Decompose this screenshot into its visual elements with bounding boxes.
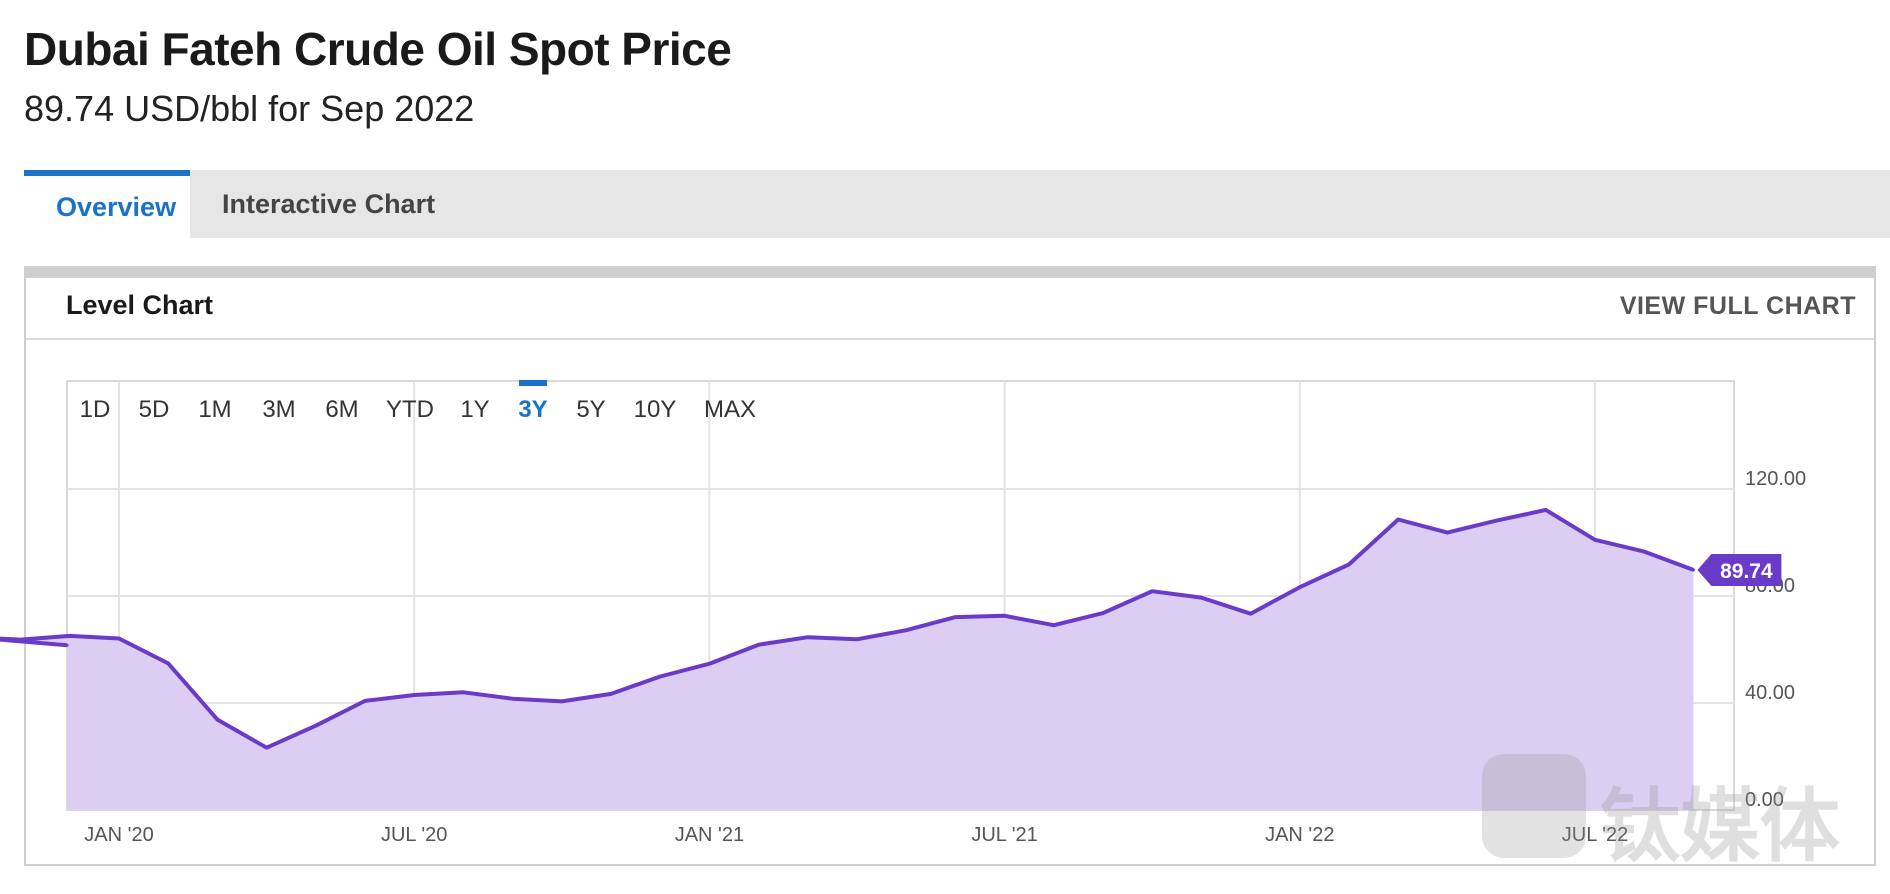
data-point [265, 746, 269, 750]
tab-bar: Overview Interactive Chart [24, 170, 1890, 238]
data-point [461, 690, 465, 694]
data-point [363, 699, 367, 703]
data-point [1544, 508, 1548, 512]
x-tick-label: JAN '22 [1265, 824, 1334, 846]
range-ytd-button[interactable]: YTD [386, 396, 434, 423]
data-point [1101, 611, 1105, 615]
x-tick-label: JUL '20 [381, 824, 447, 846]
card-header: Level Chart VIEW FULL CHART [26, 278, 1874, 340]
data-point [1249, 612, 1253, 616]
y-tick-label: 120.00 [1745, 468, 1806, 490]
watermark-logo-icon [1482, 754, 1586, 858]
tab-interactive-chart[interactable]: Interactive Chart [222, 189, 436, 219]
data-point [215, 718, 219, 722]
data-point [19, 638, 23, 642]
data-point [1593, 538, 1597, 542]
range-1m-button[interactable]: 1M [198, 396, 232, 423]
data-point [166, 661, 170, 665]
y-tick-label: 0.00 [1745, 789, 1784, 811]
data-point [953, 615, 957, 619]
data-point [1396, 517, 1400, 521]
y-tick-label: 40.00 [1745, 682, 1795, 704]
x-tick-label: JUL '22 [1562, 824, 1628, 846]
data-point [904, 628, 908, 632]
data-point [511, 697, 515, 701]
view-full-chart-link[interactable]: VIEW FULL CHART [1619, 292, 1856, 320]
range-5d-button[interactable]: 5D [138, 396, 170, 423]
data-point [855, 637, 859, 641]
x-axis: JAN '20 JUL '20 JAN '21 JUL '21 JAN '22 JUL '… [84, 824, 1628, 846]
data-point [757, 643, 761, 647]
data-point [117, 637, 121, 641]
page-subtitle: 89.74 USD/bbl for Sep 2022 [24, 88, 475, 129]
data-point [1150, 589, 1154, 593]
data-point [1199, 596, 1203, 600]
range-6m-button[interactable]: 6M [325, 396, 359, 423]
tab-overview[interactable]: Overview [24, 170, 190, 238]
data-point [1642, 550, 1646, 554]
last-value-badge-layer: 89.74 [1697, 553, 1782, 586]
data-point [1347, 562, 1351, 566]
page-title: Dubai Fateh Crude Oil Spot Price [24, 23, 732, 75]
range-3y-button[interactable]: 3Y [518, 396, 548, 423]
data-point [68, 634, 72, 638]
card-title: Level Chart [66, 290, 214, 320]
data-point [1052, 623, 1056, 627]
data-point [806, 635, 810, 639]
data-point [1003, 614, 1007, 618]
range-1d-button[interactable]: 1D [79, 396, 111, 423]
data-point [1495, 519, 1499, 523]
chart-area-layer [0, 507, 1695, 810]
data-point [65, 643, 69, 647]
last-value-badge [1697, 553, 1782, 586]
data-point [314, 724, 318, 728]
x-tick-label: JUL '21 [971, 824, 1037, 846]
data-point [1298, 585, 1302, 589]
last-value-label: 89.74 [1720, 560, 1773, 583]
range-10y-button[interactable]: 10Y [633, 396, 677, 423]
range-5y-button[interactable]: 5Y [576, 396, 606, 423]
data-point [560, 699, 564, 703]
range-1y-button[interactable]: 1Y [460, 396, 490, 423]
data-point [609, 692, 613, 696]
data-point [707, 662, 711, 666]
range-max-button[interactable]: MAX [703, 396, 757, 423]
series-area-fill [0, 509, 1694, 810]
watermark-text: 钛媒体 [1600, 780, 1840, 873]
range-3m-button[interactable]: 3M [262, 396, 296, 423]
x-tick-label: JAN '20 [84, 824, 153, 846]
x-tick-label: JAN '21 [675, 824, 744, 846]
data-point [412, 693, 416, 697]
data-point [658, 675, 662, 679]
data-point [1691, 568, 1695, 572]
data-point [1445, 531, 1449, 535]
